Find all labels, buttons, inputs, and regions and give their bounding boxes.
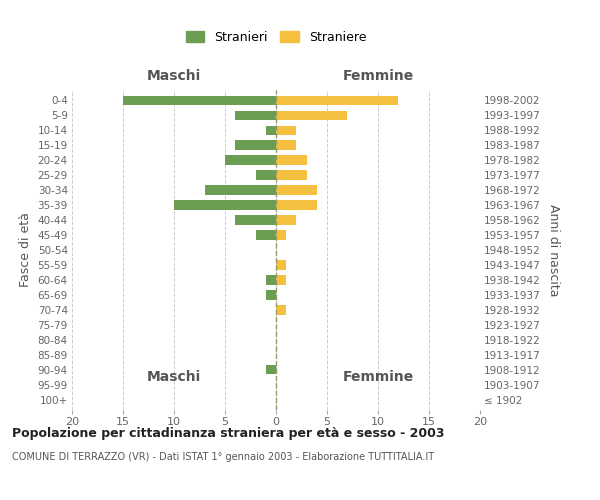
- Bar: [276, 126, 296, 135]
- Bar: [276, 260, 286, 270]
- Bar: [266, 275, 276, 285]
- Bar: [123, 96, 276, 106]
- Legend: Stranieri, Straniere: Stranieri, Straniere: [181, 26, 371, 49]
- Bar: [225, 156, 276, 165]
- Y-axis label: Anni di nascita: Anni di nascita: [547, 204, 560, 296]
- Bar: [235, 140, 276, 150]
- Text: Femmine: Femmine: [343, 370, 413, 384]
- Text: Femmine: Femmine: [343, 68, 413, 82]
- Bar: [174, 200, 276, 210]
- Bar: [276, 305, 286, 314]
- Bar: [276, 170, 307, 180]
- Text: Maschi: Maschi: [147, 370, 201, 384]
- Bar: [276, 140, 296, 150]
- Bar: [276, 96, 398, 106]
- Bar: [235, 110, 276, 120]
- Bar: [235, 215, 276, 225]
- Bar: [276, 186, 317, 195]
- Bar: [276, 230, 286, 240]
- Text: Maschi: Maschi: [147, 68, 201, 82]
- Bar: [276, 215, 296, 225]
- Text: Popolazione per cittadinanza straniera per età e sesso - 2003: Popolazione per cittadinanza straniera p…: [12, 428, 445, 440]
- Bar: [276, 110, 347, 120]
- Bar: [276, 156, 307, 165]
- Bar: [256, 170, 276, 180]
- Bar: [266, 126, 276, 135]
- Bar: [276, 275, 286, 285]
- Bar: [205, 186, 276, 195]
- Bar: [266, 290, 276, 300]
- Bar: [256, 230, 276, 240]
- Y-axis label: Fasce di età: Fasce di età: [19, 212, 32, 288]
- Bar: [276, 200, 317, 210]
- Text: COMUNE DI TERRAZZO (VR) - Dati ISTAT 1° gennaio 2003 - Elaborazione TUTTITALIA.I: COMUNE DI TERRAZZO (VR) - Dati ISTAT 1° …: [12, 452, 434, 462]
- Bar: [266, 365, 276, 374]
